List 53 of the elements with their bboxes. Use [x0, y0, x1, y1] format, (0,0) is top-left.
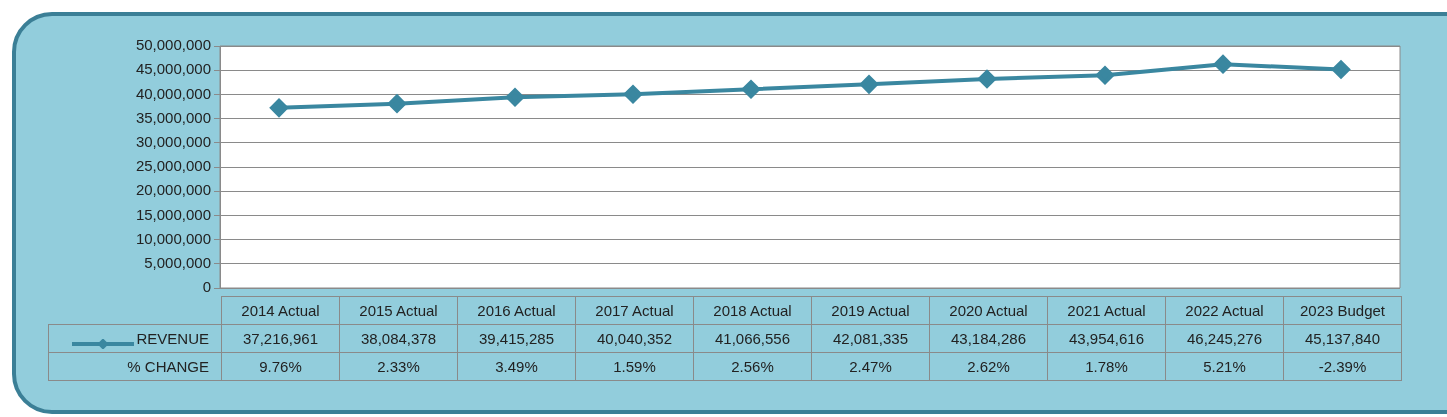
legend-label: REVENUE	[48, 324, 222, 353]
point	[1332, 60, 1350, 79]
y-tick-label: 0	[202, 278, 211, 296]
y-tick-label: 5,000,000	[144, 253, 211, 271]
data-label: 38,084,378	[339, 324, 458, 353]
text: 2.47%	[811, 352, 930, 381]
y-tick-label: 45,000,000	[135, 60, 211, 78]
point	[978, 69, 996, 88]
point	[624, 85, 642, 104]
x-tick-label: 2014 Actual	[221, 296, 340, 325]
point	[270, 98, 288, 117]
text: 2.62%	[929, 352, 1048, 381]
data-label: 43,184,286	[929, 324, 1048, 353]
x-tick-label: 2017 Actual	[575, 296, 694, 325]
text: 1.59%	[575, 352, 694, 381]
text: 2.56%	[693, 352, 812, 381]
y-tick-label: 15,000,000	[135, 205, 211, 223]
data-label: 42,081,335	[811, 324, 930, 353]
x-tick-label: 2021 Actual	[1047, 296, 1166, 325]
point	[388, 94, 406, 113]
x-tick-label: 2023 Budget	[1283, 296, 1402, 325]
x-tick-label: 2018 Actual	[693, 296, 812, 325]
x-tick-label: 2016 Actual	[457, 296, 576, 325]
point	[742, 80, 760, 99]
text: % CHANGE	[48, 352, 222, 381]
point	[1214, 55, 1232, 74]
text: 5.21%	[1165, 352, 1284, 381]
y-tick-label: 20,000,000	[135, 181, 211, 199]
x-tick-label: 2022 Actual	[1165, 296, 1284, 325]
x-tick-label: 2020 Actual	[929, 296, 1048, 325]
data-label: 41,066,556	[693, 324, 812, 353]
x-tick-label: 2019 Actual	[811, 296, 930, 325]
y-tick-label: 35,000,000	[135, 108, 211, 126]
point	[1096, 66, 1114, 85]
text: -2.39%	[1283, 352, 1402, 381]
y-tick-label: 25,000,000	[135, 157, 211, 175]
text: 1.78%	[1047, 352, 1166, 381]
text: 3.49%	[457, 352, 576, 381]
data-label: 37,216,961	[221, 324, 340, 353]
x-tick-label: 2015 Actual	[339, 296, 458, 325]
text: 2.33%	[339, 352, 458, 381]
data-label: 45,137,840	[1283, 324, 1402, 353]
point	[860, 75, 878, 94]
y-tick-label: 30,000,000	[135, 132, 211, 150]
data-label: 40,040,352	[575, 324, 694, 353]
point	[506, 88, 524, 107]
y-tick-label: 50,000,000	[135, 36, 211, 54]
data-label: 43,954,616	[1047, 324, 1166, 353]
y-tick-label: 40,000,000	[135, 84, 211, 102]
data-label: 39,415,285	[457, 324, 576, 353]
y-tick-label: 10,000,000	[135, 229, 211, 247]
data-label: 46,245,276	[1165, 324, 1284, 353]
text: 9.76%	[221, 352, 340, 381]
